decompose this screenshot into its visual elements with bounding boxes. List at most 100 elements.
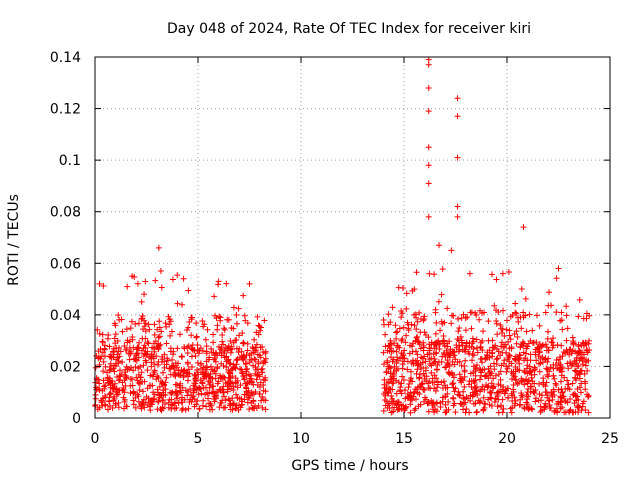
data-point xyxy=(179,394,186,401)
data-point xyxy=(521,368,528,375)
data-point xyxy=(203,373,210,380)
data-point xyxy=(501,333,508,340)
data-point xyxy=(260,349,267,356)
data-point xyxy=(149,401,156,408)
data-point xyxy=(531,367,538,374)
data-point xyxy=(140,396,147,403)
data-point xyxy=(416,309,423,316)
data-point xyxy=(140,362,147,369)
data-point-outlier xyxy=(215,278,222,285)
data-point xyxy=(218,344,225,351)
data-point xyxy=(162,392,169,399)
data-point xyxy=(233,345,240,352)
data-point xyxy=(428,397,435,404)
data-point xyxy=(518,390,525,397)
data-point xyxy=(145,321,152,328)
data-point xyxy=(456,343,463,350)
data-point xyxy=(576,384,583,391)
data-point-outlier xyxy=(425,84,432,91)
data-point xyxy=(234,320,240,327)
data-point xyxy=(550,372,557,379)
data-point xyxy=(414,318,421,325)
data-point xyxy=(388,392,395,399)
data-point xyxy=(564,325,571,332)
data-point xyxy=(151,391,158,398)
y-tick-label: 0.04 xyxy=(50,308,81,324)
data-point xyxy=(142,320,149,327)
data-point xyxy=(167,345,174,352)
data-point xyxy=(451,388,458,395)
data-point xyxy=(123,403,130,410)
data-point xyxy=(562,398,569,405)
data-point xyxy=(225,369,232,376)
data-point xyxy=(490,375,497,382)
data-point xyxy=(456,358,463,365)
data-point xyxy=(141,291,148,298)
data-point xyxy=(456,324,463,331)
data-point xyxy=(507,336,514,343)
data-point xyxy=(119,379,126,386)
x-tick-label: 0 xyxy=(91,431,100,447)
data-point xyxy=(96,280,103,287)
data-point xyxy=(246,395,253,402)
data-point xyxy=(149,382,156,389)
data-point xyxy=(174,272,181,279)
data-point xyxy=(180,374,187,381)
data-point xyxy=(553,382,560,389)
data-point xyxy=(244,399,251,406)
data-point xyxy=(192,383,199,390)
data-point xyxy=(175,367,182,374)
data-point xyxy=(101,353,108,360)
data-point xyxy=(491,360,498,367)
data-point xyxy=(110,345,117,352)
data-point xyxy=(166,316,173,323)
data-point xyxy=(399,354,406,361)
data-point xyxy=(399,373,406,380)
data-point xyxy=(211,293,218,300)
data-point xyxy=(434,408,441,415)
data-point xyxy=(546,405,553,412)
data-point xyxy=(151,331,158,338)
data-point xyxy=(227,360,234,367)
data-point xyxy=(550,335,557,342)
data-point xyxy=(229,373,236,380)
data-point xyxy=(404,319,411,326)
data-point xyxy=(399,365,406,372)
data-point xyxy=(455,315,462,322)
data-point xyxy=(202,336,209,343)
data-point xyxy=(538,397,545,404)
data-point xyxy=(158,328,165,335)
data-point xyxy=(122,346,129,353)
data-point xyxy=(576,375,583,382)
data-point xyxy=(458,315,465,322)
data-point xyxy=(545,397,552,404)
data-point xyxy=(249,404,256,411)
data-point xyxy=(542,383,549,390)
data-point xyxy=(583,310,590,317)
data-point xyxy=(162,379,169,386)
data-point xyxy=(229,395,236,402)
data-point xyxy=(511,394,518,401)
data-point xyxy=(184,392,191,399)
data-point xyxy=(233,391,240,398)
data-point xyxy=(527,357,534,364)
data-point xyxy=(504,394,511,401)
data-point xyxy=(160,369,167,376)
data-point xyxy=(135,320,142,327)
data-point xyxy=(113,385,120,392)
data-point-outlier xyxy=(157,268,164,275)
data-point xyxy=(477,344,484,351)
data-point xyxy=(389,386,396,393)
data-point xyxy=(245,371,252,378)
y-tick-label: 0.08 xyxy=(50,205,81,221)
data-point xyxy=(160,396,167,403)
data-point xyxy=(407,409,414,416)
data-point xyxy=(107,391,114,398)
data-point xyxy=(529,327,536,334)
data-point xyxy=(406,380,413,387)
data-point-outlier xyxy=(425,162,432,169)
data-point xyxy=(542,356,549,363)
data-point xyxy=(512,356,519,363)
data-point xyxy=(175,400,182,407)
data-point xyxy=(468,383,475,390)
